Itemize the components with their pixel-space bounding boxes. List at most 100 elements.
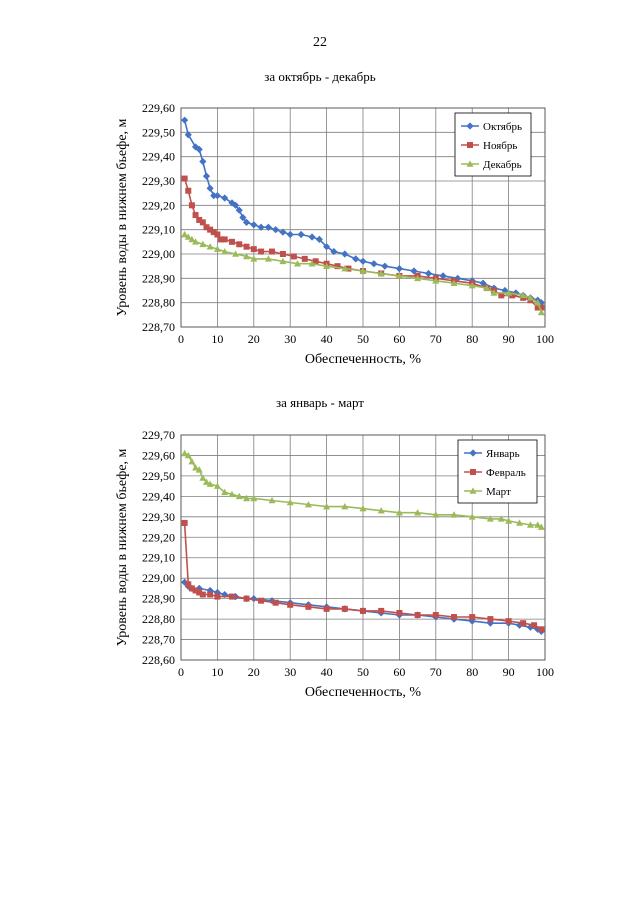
x-tick-label: 0 (178, 332, 184, 346)
data-point (395, 272, 403, 279)
data-point (432, 277, 440, 284)
data-point (414, 612, 421, 618)
data-point (269, 248, 275, 255)
data-point (184, 233, 192, 240)
y-tick-label: 228,90 (142, 592, 175, 606)
data-point (250, 221, 258, 229)
data-point (213, 245, 221, 252)
data-point (352, 255, 360, 263)
data-point (195, 145, 203, 153)
x-tick-label: 40 (321, 332, 333, 346)
data-point (312, 258, 319, 265)
data-point (184, 131, 192, 139)
data-point (235, 206, 243, 214)
data-point (370, 260, 378, 268)
y-tick-label: 229,60 (142, 101, 175, 115)
x-tick-label: 40 (321, 665, 333, 679)
data-point (534, 299, 542, 306)
chart-jan-mar: 228,60 228,70 228,80 228,90 229,00 229,10 229,… (115, 428, 554, 700)
y-tick-label: 229,10 (142, 551, 175, 565)
data-point (490, 289, 498, 296)
x-tick-label: 0 (178, 665, 184, 679)
series-triangle (181, 449, 545, 530)
plot-area (180, 434, 546, 661)
y-axis-label: Уровень воды в нижнем бьефе, м (115, 118, 130, 316)
data-point (538, 626, 545, 633)
data-point (516, 519, 524, 526)
chart-title-oct-dec: за октябрь - декабрь (264, 69, 376, 84)
data-point (243, 494, 251, 502)
data-point (264, 255, 272, 262)
x-tick-label: 80 (466, 665, 478, 679)
legend-label: Ноябрь (483, 140, 517, 152)
data-point (323, 262, 331, 269)
data-point (468, 282, 476, 289)
x-tick-label: 90 (503, 332, 515, 346)
y-tick-label: 228,70 (142, 633, 175, 647)
data-point (210, 229, 217, 236)
y-tick-label: 229,50 (142, 469, 175, 483)
data-point (250, 494, 258, 502)
legend: Октябрь Ноябрь Декабрь (454, 112, 532, 177)
data-point (228, 490, 236, 498)
data-point (279, 251, 286, 257)
data-point (468, 513, 476, 520)
data-point (228, 238, 235, 245)
data-point (188, 235, 196, 243)
data-point (341, 265, 349, 272)
data-point (242, 218, 251, 226)
data-point (239, 213, 247, 222)
data-point (450, 279, 458, 286)
x-tick-label: 100 (536, 665, 554, 679)
data-point (272, 599, 279, 606)
data-point (213, 482, 221, 489)
data-point (509, 292, 516, 299)
y-tick-label: 229,00 (142, 571, 175, 585)
data-point (519, 291, 527, 299)
y-tick-label: 229,20 (142, 198, 175, 212)
data-point (258, 597, 265, 604)
x-tick-label: 50 (357, 332, 369, 346)
data-point (450, 511, 458, 518)
data-point (330, 247, 338, 256)
x-tick-label: 10 (211, 332, 223, 346)
data-point (359, 267, 367, 274)
legend-marker (470, 469, 476, 475)
x-tick-label: 30 (284, 332, 296, 346)
y-tick-label: 229,40 (142, 489, 175, 503)
data-point (534, 521, 542, 528)
data-point (432, 511, 440, 518)
data-point (323, 243, 331, 251)
data-point (359, 257, 367, 265)
data-point (360, 607, 366, 614)
data-point (221, 247, 229, 255)
data-point (196, 216, 203, 223)
y-axis-label: Уровень воды в нижнем бьефе, м (115, 448, 130, 646)
data-point (196, 589, 203, 596)
data-point (236, 241, 243, 248)
data-point (192, 212, 199, 219)
data-point (424, 269, 433, 278)
data-point (243, 252, 251, 260)
data-point (268, 496, 276, 504)
y-tick-label: 228,60 (142, 653, 175, 667)
data-point (210, 192, 218, 200)
data-point (243, 595, 250, 602)
data-point (181, 116, 189, 124)
y-tick-label: 228,90 (142, 271, 175, 285)
data-point (272, 226, 280, 234)
data-point (520, 620, 527, 627)
data-point (221, 236, 228, 243)
data-point (199, 474, 207, 481)
data-point (199, 219, 206, 226)
y-tick-label: 229,70 (142, 428, 175, 442)
data-point (181, 449, 189, 457)
x-tick-label: 60 (393, 332, 405, 346)
data-point (181, 519, 188, 526)
data-point (538, 304, 545, 311)
data-point (483, 284, 491, 291)
data-point (501, 286, 509, 295)
data-point (206, 243, 214, 250)
y-tick-label: 228,80 (142, 296, 175, 310)
data-point (286, 230, 294, 239)
